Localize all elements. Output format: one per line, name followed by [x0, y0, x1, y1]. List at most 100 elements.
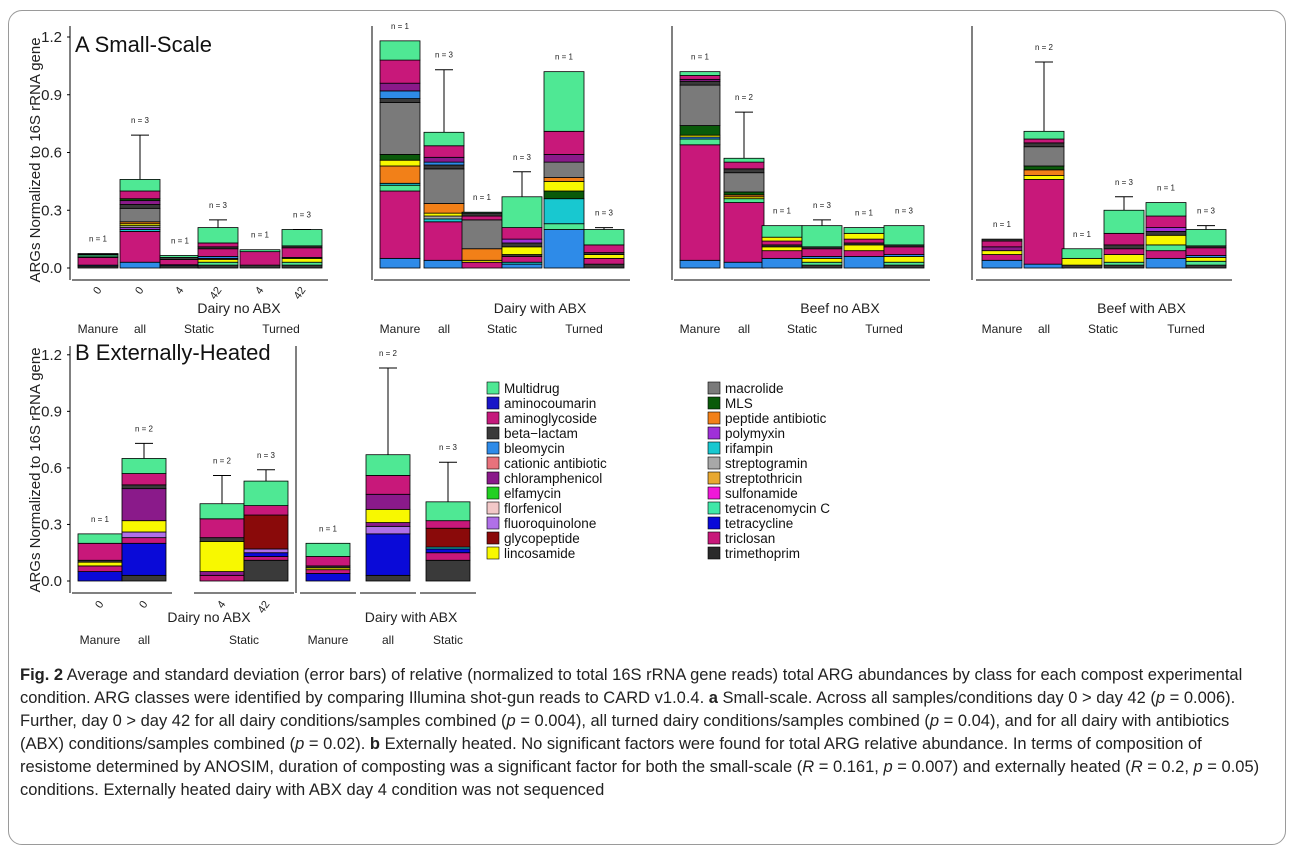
bar-segment: [121, 458, 167, 474]
bar-segment: [159, 258, 201, 266]
bar-segment: [1023, 175, 1065, 180]
bar-segment: [1023, 142, 1065, 148]
bar-segment: [305, 556, 351, 567]
bar-segment: [801, 264, 843, 269]
treatment-label: Manure: [308, 633, 349, 647]
x-tick-label: 4: [173, 285, 186, 297]
caption-text: = 0.02).: [304, 735, 370, 753]
caption-text: = 0.2,: [1142, 758, 1194, 776]
legend-label: Multidrug: [504, 381, 560, 396]
bar-segment: [121, 520, 167, 533]
caption-text: = 0.04), and for all dairy with antibiot…: [20, 712, 1230, 753]
bar-segment: [365, 493, 411, 510]
bar-segment: [379, 98, 421, 103]
bar-segment: [843, 227, 885, 234]
treatment-label: Static: [184, 322, 214, 336]
bar-segment: [379, 82, 421, 92]
bar-segment: [119, 190, 161, 200]
legend-swatch: [707, 411, 721, 425]
bar-segment: [461, 219, 503, 250]
bar-segment: [1145, 202, 1187, 217]
bar-segment: [121, 537, 167, 544]
bar-segment: [379, 40, 421, 61]
y-axis-label: ARGs Normalized to 16S rRNA gene: [27, 347, 44, 592]
bar-segment: [883, 225, 925, 246]
x-tick-label: 0: [91, 285, 104, 297]
bar-segment: [723, 198, 765, 203]
bar-segment: [77, 565, 123, 572]
treatment-label: Turned: [565, 322, 603, 336]
bar-segment: [461, 211, 503, 214]
bar-segment: [501, 246, 543, 255]
bar-segment: [365, 533, 411, 576]
bar-segment: [761, 246, 803, 252]
legend-swatch: [486, 411, 500, 425]
bar-segment: [379, 257, 421, 269]
treatment-label: all: [738, 322, 750, 336]
group-label: Dairy with ABX: [365, 609, 458, 625]
bar-segment: [843, 250, 885, 257]
legend-label: lincosamide: [504, 546, 575, 561]
n-label: n = 3: [257, 451, 276, 460]
bar-segment: [305, 542, 351, 557]
treatment-label: all: [438, 322, 450, 336]
bar-segment: [121, 473, 167, 486]
bar-segment: [197, 227, 239, 244]
n-label: n = 3: [209, 201, 228, 210]
caption-text: p: [295, 735, 305, 753]
n-label: n = 2: [735, 93, 754, 102]
bar-segment: [1103, 244, 1145, 250]
bar-segment: [1023, 169, 1065, 176]
bar-segment: [583, 257, 625, 265]
bar-segment: [883, 246, 925, 255]
caption-text: b: [369, 735, 380, 753]
bar-segment: [1145, 250, 1187, 259]
bar-segment: [77, 542, 123, 561]
bar-segment: [423, 215, 465, 220]
legend-swatch: [707, 381, 721, 395]
bar-segment: [1061, 257, 1103, 266]
bar-segment: [1103, 261, 1145, 266]
bar-segment: [305, 569, 351, 574]
n-label: n = 1: [171, 236, 190, 245]
bar-segment: [583, 263, 625, 269]
bar-segment: [801, 257, 843, 263]
bar-segment: [119, 261, 161, 269]
bar-segment: [121, 531, 167, 539]
bar-segment: [981, 250, 1023, 255]
bar-segment: [981, 259, 1023, 269]
bar-segment: [679, 75, 721, 80]
bar-segment: [119, 207, 161, 223]
bar-segment: [1103, 248, 1145, 255]
legend-label: fluoroquinolone: [504, 516, 596, 531]
group-label: Beef no ABX: [800, 300, 880, 316]
group-label: Dairy no ABX: [197, 300, 281, 316]
bar-segment: [501, 227, 543, 240]
bar-segment: [1023, 130, 1065, 140]
caption-text: = 0.161,: [814, 758, 884, 776]
legend-swatch: [707, 486, 721, 500]
bar-segment: [761, 250, 803, 259]
bar-segment: [1103, 254, 1145, 263]
bar-segment: [243, 556, 289, 561]
legend-swatch: [707, 471, 721, 485]
n-label: n = 3: [895, 207, 914, 216]
x-tick-label: 42: [292, 285, 309, 302]
caption-text: = 0.004), all turned dairy conditions/sa…: [515, 712, 930, 730]
treatment-label: Static: [487, 322, 517, 336]
bar-segment: [723, 168, 765, 174]
legend-swatch: [707, 501, 721, 515]
y-tick-label: 0.9: [41, 403, 62, 420]
bar-segment: [423, 161, 465, 166]
n-label: n = 3: [131, 116, 150, 125]
caption-text: R: [1130, 758, 1143, 776]
legend-swatch: [707, 546, 721, 560]
bar-segment: [121, 542, 167, 576]
bar-segment: [281, 257, 323, 263]
bar-segment: [583, 254, 625, 259]
caption-text: p: [883, 758, 893, 776]
bar-segment: [1145, 234, 1187, 246]
n-label: n = 1: [691, 53, 710, 62]
bar-segment: [425, 559, 471, 582]
